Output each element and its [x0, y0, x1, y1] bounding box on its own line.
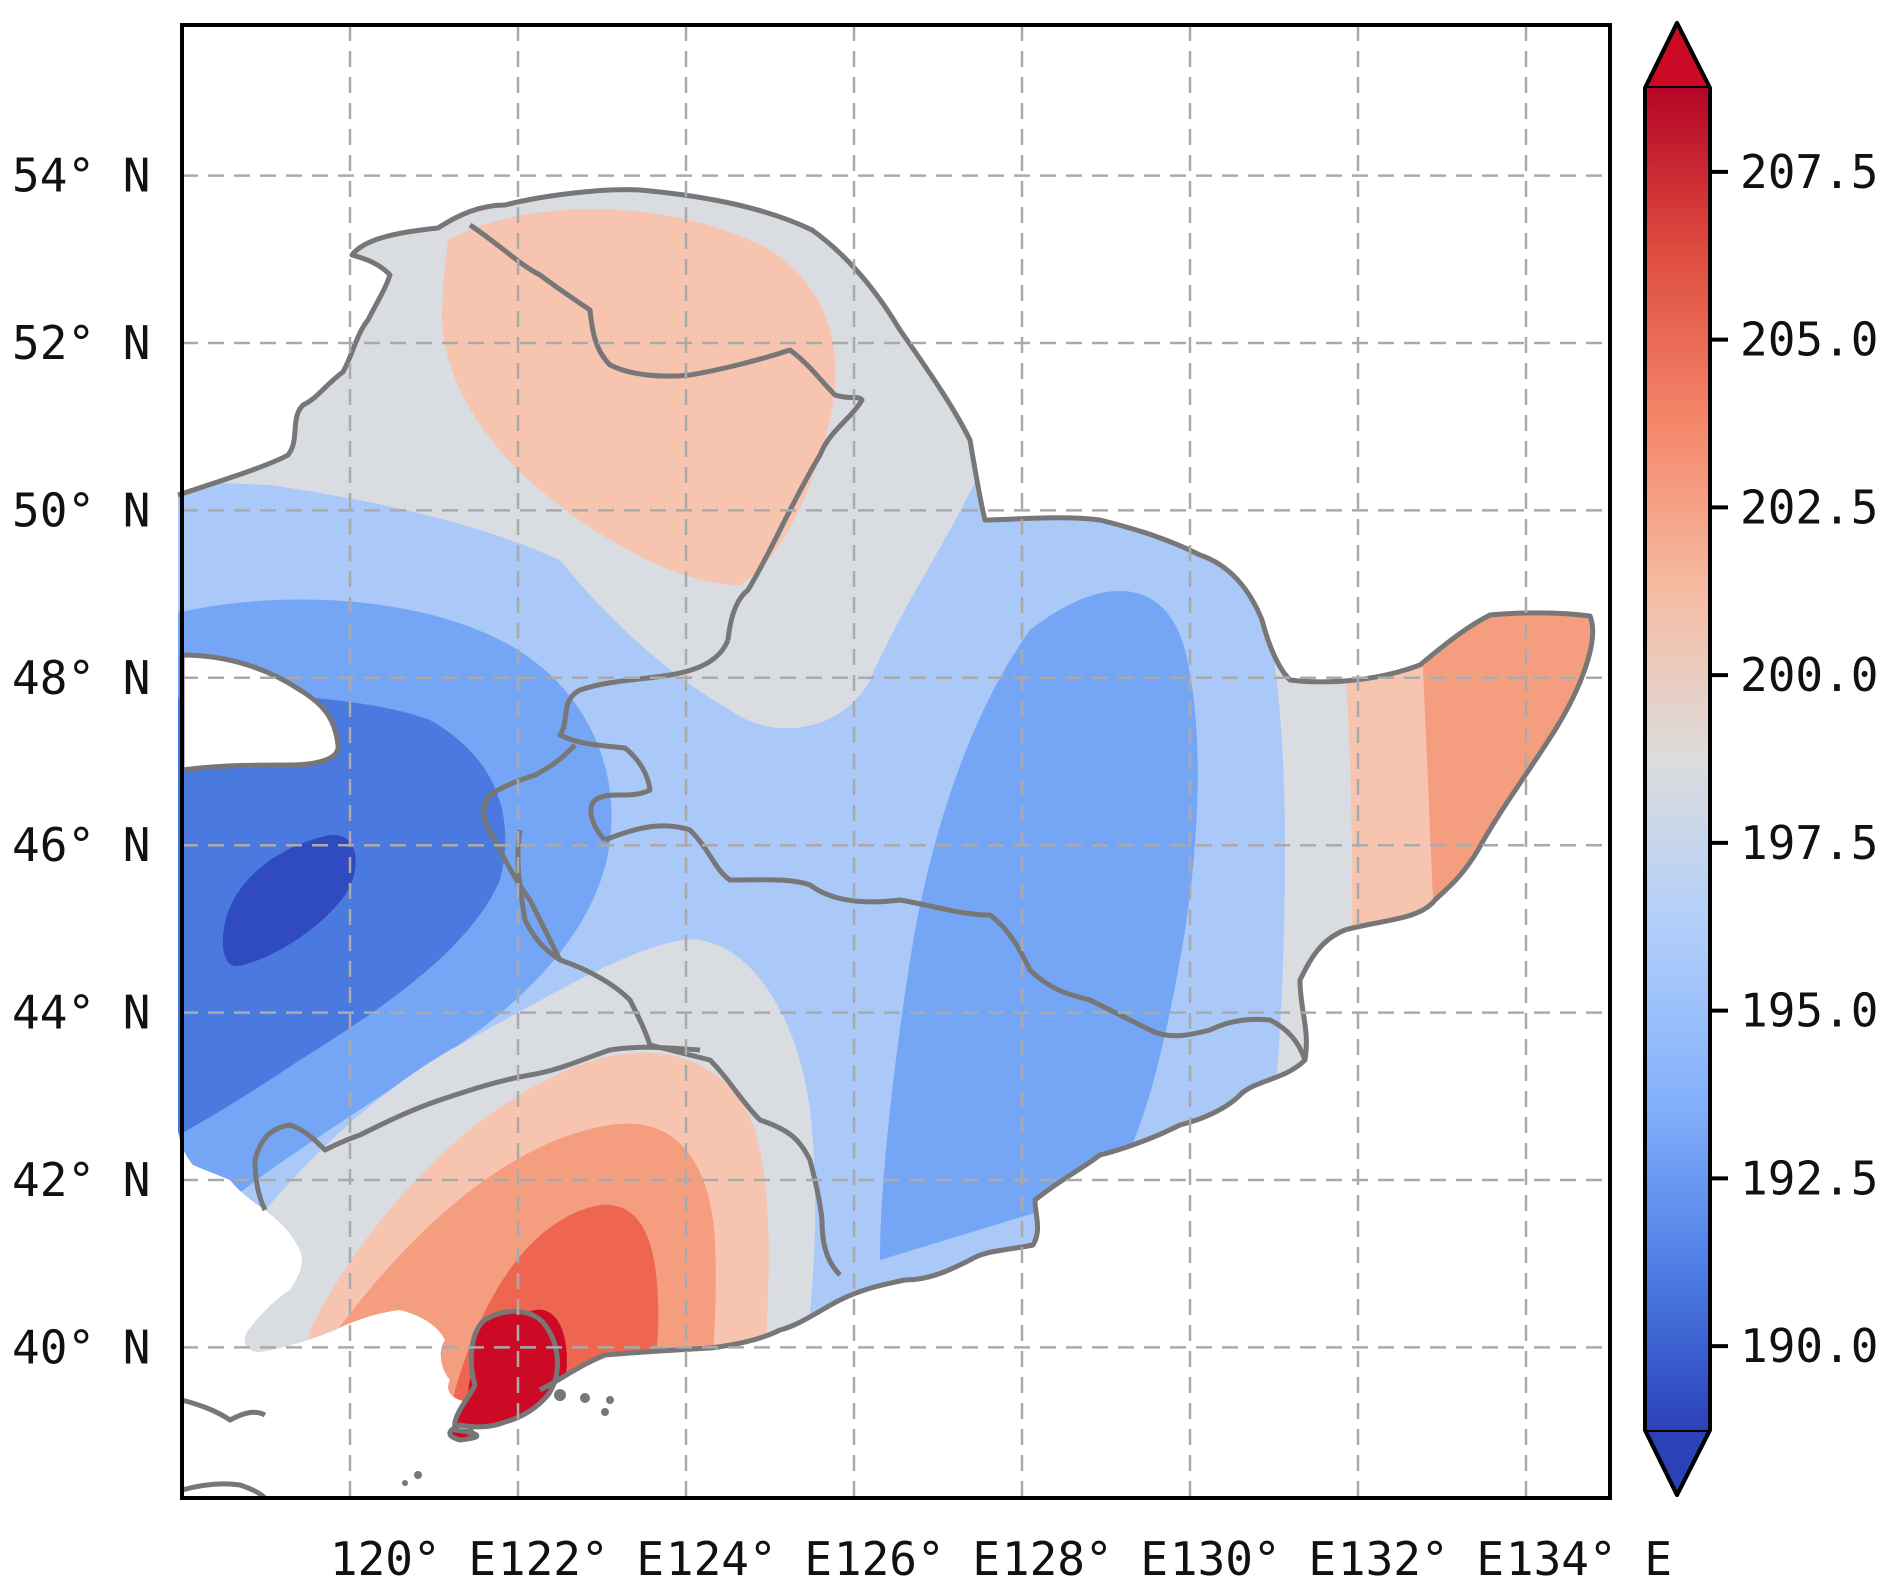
colorbar-label-200.0: 200.0: [1740, 648, 1878, 702]
coast-fragment-sw: [181, 1397, 267, 1423]
lon-label-122: 122° E: [498, 1532, 664, 1586]
colorbar-ticks: 190.0 192.5 195.0 197.5 200.0 202.5 205.0 207.5: [1710, 145, 1878, 1373]
island: [554, 1389, 566, 1401]
border-heilongjiang-jilin: [604, 823, 1308, 1061]
colorbar-label-195.0: 195.0: [1740, 984, 1878, 1038]
island: [466, 1428, 474, 1436]
lon-label-128: 128° E: [1002, 1532, 1168, 1586]
lat-label-40: 40° N: [12, 1320, 150, 1374]
colorbar-label-202.5: 202.5: [1740, 480, 1878, 534]
colorbar-body: [1645, 88, 1710, 1430]
contour-blue-west-mid: [178, 695, 506, 1150]
lat-label-44: 44° N: [12, 986, 150, 1040]
coast-fragment-bottom: [181, 1481, 267, 1500]
lat-label-52: 52° N: [12, 316, 150, 370]
island: [580, 1393, 590, 1403]
west-cutout-border: [179, 652, 341, 773]
lat-label-54: 54° N: [12, 149, 150, 203]
longitude-labels: 120° E 122° E 124° E 126° E 128° E 130° E 132°…: [330, 1532, 1672, 1586]
island: [606, 1396, 614, 1404]
lat-label-48: 48° N: [12, 651, 150, 705]
lon-label-132: 132° E: [1338, 1532, 1504, 1586]
lon-label-130: 130° E: [1170, 1532, 1336, 1586]
island: [402, 1480, 408, 1486]
lat-label-42: 42° N: [12, 1153, 150, 1207]
gridlines: [182, 25, 1610, 1498]
border-inner-mongolia-north: [557, 638, 731, 842]
colorbar-label-197.5: 197.5: [1740, 816, 1878, 870]
colorbar-label-190.0: 190.0: [1740, 1319, 1878, 1373]
colorbar-low-arrow: [1643, 1428, 1712, 1497]
peninsula-tip: [447, 1308, 560, 1443]
contour-blue-east: [880, 590, 1198, 1260]
lat-label-46: 46° N: [12, 818, 150, 872]
region-border: [177, 187, 1596, 1393]
lon-label-124: 124° E: [666, 1532, 832, 1586]
island: [414, 1471, 422, 1479]
lon-label-120: 120° E: [330, 1532, 496, 1586]
latitude-labels: 54° N 52° N 50° N 48° N 46° N 44° N 42° N 40° N: [12, 149, 150, 1375]
border-liaoning-inner-mongolia: [252, 1044, 701, 1212]
colorbar-label-207.5: 207.5: [1740, 145, 1878, 199]
colorbar-outline: [1643, 21, 1712, 1497]
contour-pink-north: [441, 209, 836, 585]
island: [601, 1408, 609, 1416]
colorbar-high-arrow: [1643, 21, 1712, 90]
lat-label-50: 50° N: [12, 483, 150, 537]
map-frame: [180, 23, 1612, 1500]
islands: [402, 1389, 614, 1486]
province-borders: [252, 222, 1308, 1277]
lon-label-126: 126° E: [834, 1532, 1000, 1586]
border-daxinganling: [468, 222, 865, 641]
colorbar-label-205.0: 205.0: [1740, 313, 1878, 367]
border-inner-mongolia-mid: [481, 743, 577, 962]
colorbar: 190.0 192.5 195.0 197.5 200.0 202.5 205.0 207.5: [1643, 21, 1878, 1497]
colorbar-label-192.5: 192.5: [1740, 1151, 1878, 1205]
contour-blue-west-core: [222, 834, 356, 967]
lon-label-134: 134° E: [1506, 1532, 1672, 1586]
